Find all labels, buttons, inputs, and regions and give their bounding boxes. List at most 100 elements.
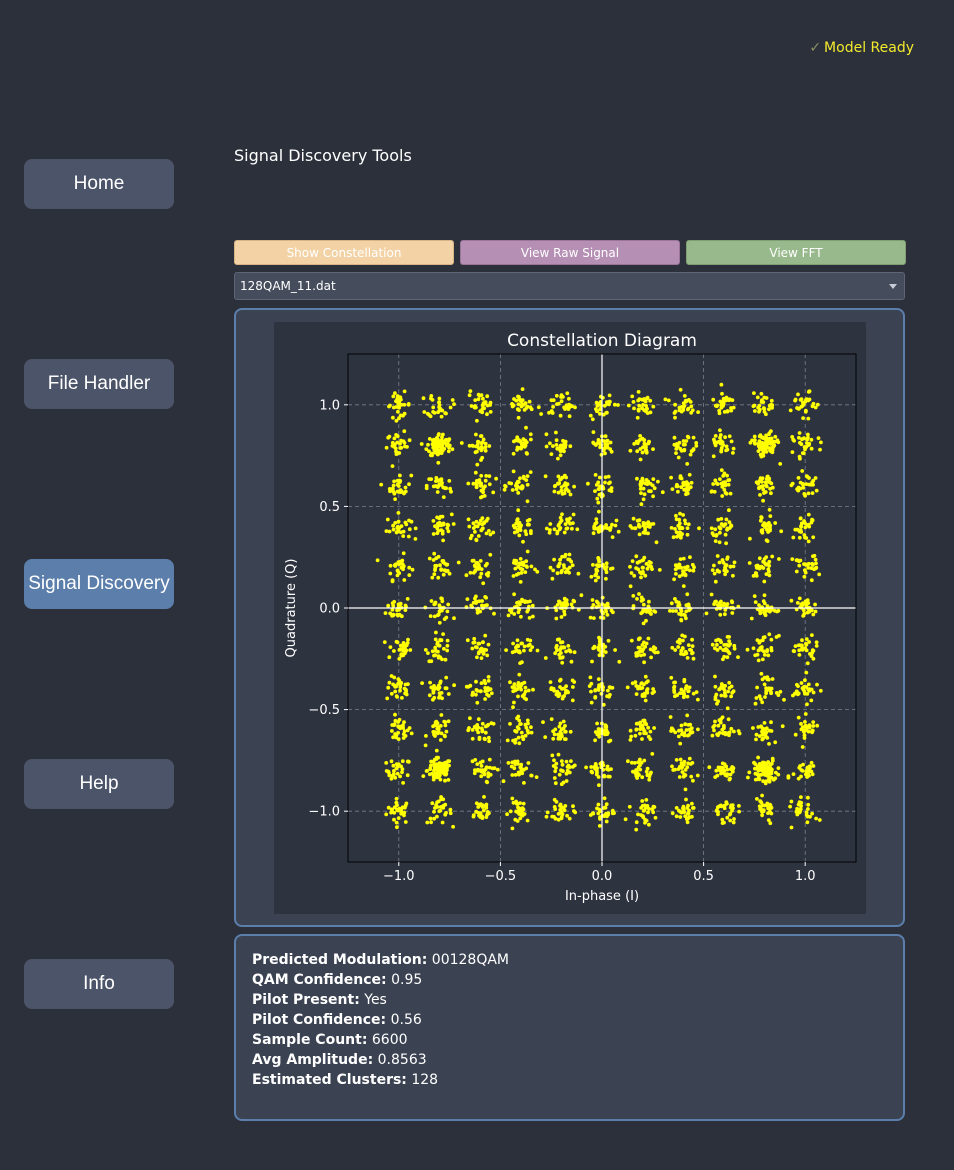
data-point xyxy=(640,775,645,780)
data-point xyxy=(597,635,601,640)
data-point xyxy=(515,407,520,412)
data-point xyxy=(508,680,512,685)
data-point xyxy=(477,599,482,604)
data-point xyxy=(433,720,438,725)
data-point xyxy=(597,559,601,564)
data-point xyxy=(676,645,681,649)
file-select[interactable]: 128QAM_11.dat xyxy=(234,272,905,300)
nav-info-button[interactable]: Info xyxy=(24,959,174,1009)
data-point xyxy=(710,642,715,647)
y-axis-label: Quadrature (Q) xyxy=(284,559,299,658)
data-point xyxy=(484,648,489,652)
data-point xyxy=(671,535,676,540)
data-point xyxy=(807,441,812,446)
data-point xyxy=(479,726,484,731)
data-point xyxy=(445,766,449,770)
data-point xyxy=(788,408,793,413)
data-point xyxy=(686,643,691,647)
data-point xyxy=(810,491,815,495)
data-point xyxy=(478,575,483,580)
data-point xyxy=(386,603,391,608)
data-point xyxy=(479,567,484,571)
data-point xyxy=(432,572,437,577)
data-point xyxy=(480,455,485,460)
data-point xyxy=(613,648,617,652)
data-point xyxy=(764,691,768,696)
data-point xyxy=(484,802,489,807)
data-point xyxy=(554,443,559,447)
data-point xyxy=(644,403,648,408)
data-point xyxy=(754,737,758,742)
data-point xyxy=(678,446,683,451)
data-point xyxy=(436,575,441,580)
nav-home-button[interactable]: Home xyxy=(24,159,174,209)
view-raw-signal-button[interactable]: View Raw Signal xyxy=(460,240,680,265)
data-point xyxy=(604,411,609,415)
data-point xyxy=(760,766,765,770)
data-point xyxy=(789,598,794,603)
data-point xyxy=(641,558,646,562)
data-point xyxy=(528,432,533,437)
data-point xyxy=(506,613,511,618)
data-point xyxy=(678,741,683,746)
data-point xyxy=(523,529,528,534)
data-point xyxy=(513,566,518,571)
data-point xyxy=(555,531,560,536)
data-point xyxy=(607,393,612,398)
data-point xyxy=(683,634,687,639)
nav-signal-discovery-button[interactable]: Signal Discovery xyxy=(24,559,174,609)
data-point xyxy=(689,774,694,779)
data-point xyxy=(389,776,394,781)
data-point xyxy=(571,512,576,517)
data-point xyxy=(562,491,567,496)
data-point xyxy=(634,827,639,832)
data-point xyxy=(522,696,527,700)
data-point xyxy=(395,771,400,776)
nav-file-handler-button[interactable]: File Handler xyxy=(24,359,174,409)
data-point xyxy=(676,734,681,739)
data-point xyxy=(492,611,496,616)
data-point xyxy=(513,773,518,777)
data-point xyxy=(710,568,715,572)
show-constellation-button[interactable]: Show Constellation xyxy=(234,240,454,265)
data-point xyxy=(809,654,814,658)
data-point xyxy=(440,531,445,536)
nav-help-button[interactable]: Help xyxy=(24,759,174,809)
data-point xyxy=(430,649,435,654)
data-point xyxy=(631,516,636,521)
data-point xyxy=(685,820,690,825)
data-point xyxy=(801,687,806,692)
info-label: Estimated Clusters: xyxy=(252,1072,407,1088)
data-point xyxy=(561,780,566,785)
data-point xyxy=(806,729,811,734)
data-point xyxy=(389,674,394,678)
check-icon: ✓ xyxy=(809,40,822,56)
data-point xyxy=(719,693,724,698)
data-point xyxy=(391,527,396,532)
data-point xyxy=(552,732,557,737)
data-point xyxy=(428,816,433,821)
data-point xyxy=(723,491,728,495)
data-point xyxy=(406,402,411,406)
data-point xyxy=(524,478,529,482)
data-point xyxy=(806,432,810,437)
data-point xyxy=(402,411,407,416)
data-point xyxy=(678,476,683,480)
data-point xyxy=(758,639,763,644)
data-point xyxy=(688,555,692,560)
data-point xyxy=(753,777,758,782)
data-point xyxy=(437,396,442,401)
data-point xyxy=(558,444,563,448)
data-point xyxy=(474,809,479,814)
data-point xyxy=(811,656,816,661)
data-point xyxy=(456,560,461,565)
data-point xyxy=(760,726,765,730)
data-point xyxy=(737,804,741,808)
data-point xyxy=(383,611,388,615)
data-point xyxy=(535,569,540,574)
data-point xyxy=(519,730,524,735)
data-point xyxy=(398,601,403,606)
data-point xyxy=(767,432,771,437)
view-fft-button[interactable]: View FFT xyxy=(686,240,906,265)
data-point xyxy=(485,412,489,417)
